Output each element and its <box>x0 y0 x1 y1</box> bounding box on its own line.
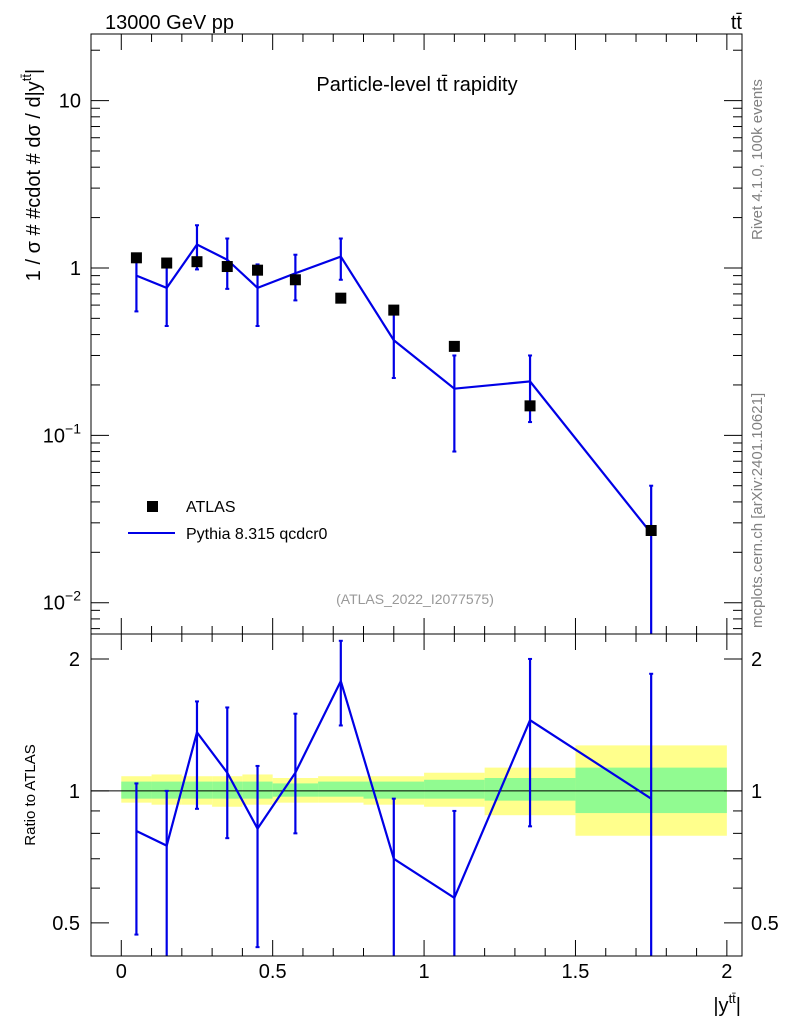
main-y-tick-label: 10 <box>59 91 81 113</box>
main-y-axis-label: 1 / σ # #cdot # dσ / d|ytt̄| <box>19 69 45 281</box>
atlas-data-point <box>524 400 536 412</box>
header-process-label: tt̄ <box>731 12 743 34</box>
x-axis-label-sup: tt̄ <box>729 991 737 1006</box>
tick-label-exponent: −1 <box>65 420 81 436</box>
atlas-data-point <box>191 256 203 268</box>
chart-title: Particle-level tt̄ rapidity <box>316 74 517 96</box>
ratio-panel: 0.5 0.5 1 1 2 2 Ratio to ATLAS <box>22 633 779 957</box>
x-axis-tick-labels: 0 0.5 1 1.5 2 <box>116 961 733 983</box>
main-y-axis-label-text: 1 / σ # #cdot # dσ / d|y <box>23 81 45 281</box>
atlas-data-series <box>130 252 657 536</box>
x-axis-label-text: |y <box>713 995 728 1017</box>
ratio-axis-tick-labels: 0.5 0.5 1 1 2 2 <box>52 649 779 935</box>
atlas-data-point <box>130 252 142 264</box>
main-y-tick-label: 1 <box>70 258 81 280</box>
x-tick-label: 0 <box>116 961 127 983</box>
legend: ATLAS Pythia 8.315 qcdcr0 <box>128 499 328 543</box>
mc-line <box>136 243 653 534</box>
main-y-axis-label-end: | <box>23 69 45 74</box>
main-y-axis-label-sup: tt̄ <box>19 74 34 82</box>
main-y-tick-label: 10−2 <box>43 588 81 615</box>
legend-label-atlas: ATLAS <box>186 499 236 516</box>
x-tick-label: 1.5 <box>562 961 590 983</box>
ratio-axis-ticks <box>91 634 742 956</box>
atlas-data-point <box>645 524 657 536</box>
mcplots-label: mcplots.cern.ch [arXiv:2401.10621] <box>749 393 766 628</box>
header-energy-label: 13000 GeV pp <box>105 12 234 34</box>
legend-marker-atlas <box>147 501 158 512</box>
green-band-bin <box>424 779 485 799</box>
atlas-data-point <box>221 261 233 273</box>
ratio-y-tick-label-right: 2 <box>751 649 762 671</box>
main-axis-ticks <box>91 34 742 634</box>
ratio-y-tick-label-left: 0.5 <box>52 913 80 935</box>
x-tick-label: 1 <box>419 961 430 983</box>
atlas-data-point <box>161 257 173 269</box>
mc-series <box>134 224 654 634</box>
analysis-tag: (ATLAS_2022_I2077575) <box>336 591 494 607</box>
atlas-data-point <box>335 292 347 304</box>
ratio-mc-series <box>134 639 654 956</box>
legend-label-mc: Pythia 8.315 qcdcr0 <box>186 526 328 543</box>
ratio-frame <box>90 633 743 957</box>
ratio-y-tick-label-left: 2 <box>69 649 80 671</box>
atlas-data-point <box>289 274 301 286</box>
ratio-y-tick-label-right: 0.5 <box>751 913 779 935</box>
ratio-y-axis-label: Ratio to ATLAS <box>22 744 39 845</box>
main-y-tick-label: 10−1 <box>43 420 81 447</box>
atlas-data-point <box>252 264 264 276</box>
x-axis-label: |ytt̄| <box>713 991 741 1017</box>
green-band-bin <box>318 781 364 797</box>
atlas-data-point <box>448 340 460 352</box>
atlas-data-point <box>388 304 400 316</box>
x-tick-label: 2 <box>721 961 732 983</box>
tick-label-base: 10 <box>43 425 65 447</box>
tick-label-base: 10 <box>43 593 65 615</box>
main-frame <box>90 33 743 635</box>
tick-label-exponent: −2 <box>65 588 81 604</box>
rivet-version-label: Rivet 4.1.0, 100k events <box>749 79 766 240</box>
ratio-y-tick-label-left: 1 <box>69 781 80 803</box>
x-tick-label: 0.5 <box>259 961 287 983</box>
ratio-y-tick-label-right: 1 <box>751 781 762 803</box>
x-axis-label-end: | <box>736 995 741 1017</box>
green-band-bin <box>363 781 425 799</box>
